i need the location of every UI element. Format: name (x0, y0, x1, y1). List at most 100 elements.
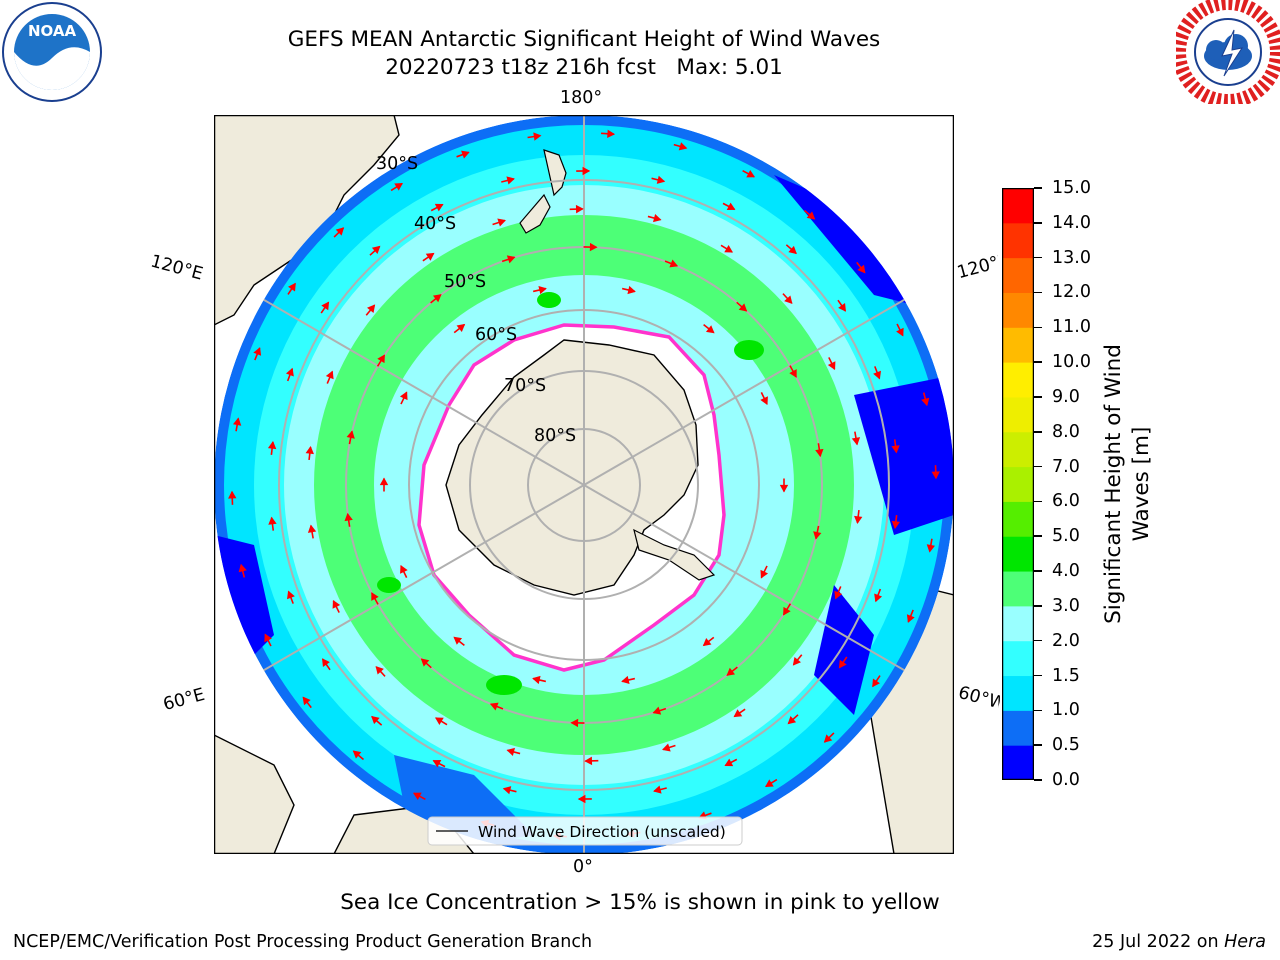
wave-direction-arrowhead (432, 294, 442, 303)
wave-direction-arrowhead (371, 245, 381, 255)
noaa-logo: NOAA (2, 2, 102, 102)
wave-direction-arrowhead (352, 750, 362, 759)
wave-direction-arrowhead (399, 391, 408, 401)
wave-direction-arrowhead (789, 369, 797, 378)
polar-map: 30°S 40°S 50°S 60°S 70°S 80°S Wind Wave … (214, 115, 954, 854)
wave-direction-arrowhead (506, 176, 515, 185)
wave-direction-arrowhead (726, 202, 736, 211)
colorbar-tick-mark (1034, 570, 1042, 572)
wave-direction-arrowhead (627, 285, 636, 295)
wave-direction-arrowhead (502, 786, 512, 795)
wave-direction-arrowhead (570, 718, 579, 728)
wave-direction-arrowhead (788, 245, 797, 255)
colorbar-segment (1002, 327, 1034, 363)
wave-direction-arrowhead (268, 516, 277, 525)
colorbar-tick-label: 3.0 (1052, 595, 1080, 616)
colorbar-segment (1002, 396, 1034, 433)
wave-direction-arrowhead (857, 264, 866, 274)
colorbar-tick-mark (1034, 709, 1042, 712)
wave-direction-arrowhead (702, 637, 712, 647)
wave-direction-arrowhead (584, 756, 593, 766)
wave-direction-arrowhead (834, 590, 843, 600)
wave-direction-arrowhead (705, 325, 715, 334)
colorbar-segment (1002, 501, 1034, 537)
colorbar-tick-label: 4.0 (1052, 561, 1080, 582)
wave-direction-arrowhead (931, 471, 940, 480)
colorbar-tick-label: 12.0 (1052, 282, 1091, 303)
wave-direction-arrowhead (838, 303, 846, 312)
colorbar-segment (1002, 362, 1034, 398)
svg-text:NOAA: NOAA (28, 22, 77, 40)
wave-direction-arrowhead (371, 715, 380, 725)
wave-direction-arrowhead (344, 512, 353, 522)
colorbar-segment (1002, 431, 1034, 468)
colorbar-tick-mark (1034, 744, 1042, 746)
wave-direction-arrowhead (653, 213, 662, 223)
colorbar-tick-mark (1034, 605, 1042, 607)
wave-direction-arrowhead (489, 702, 499, 711)
colorbar-tick-label: 15.0 (1052, 178, 1091, 198)
wave-direction-arrowhead (420, 658, 430, 667)
colorbar-tick-mark (1034, 431, 1042, 433)
colorbar-segment (1002, 675, 1034, 711)
lat-label-50s: 50°S (444, 272, 486, 292)
sea-ice-note: Sea Ice Concentration > 15% is shown in … (340, 890, 940, 915)
wave-direction-arrowhead (851, 437, 861, 446)
wave-direction-arrowhead (377, 354, 385, 364)
lat-label-40s: 40°S (414, 214, 456, 234)
wave-direction-arrowhead (906, 614, 915, 623)
wave-direction-arrowhead (806, 211, 816, 220)
lat-label-70s: 70°S (504, 376, 546, 396)
colorbar-segment (1002, 605, 1034, 642)
wave-direction-arrowhead (412, 792, 422, 801)
colorbar-tick-mark (1034, 396, 1042, 398)
colorbar-tick-label: 2.0 (1052, 630, 1080, 651)
wave-direction-arrowhead (367, 304, 376, 314)
wave-direction-arrowhead (394, 183, 404, 191)
colorbar-segment (1002, 536, 1034, 572)
colorbar-tick-mark (1034, 361, 1042, 363)
wave-direction-arrowhead (726, 667, 736, 676)
colorbar-tick-label: 1.5 (1052, 665, 1080, 686)
wave-direction-arrowhead (787, 715, 797, 725)
wave-direction-arrowhead (760, 569, 769, 579)
wave-direction-arrowhead (264, 633, 272, 643)
lat-label-30s: 30°S (376, 154, 418, 174)
wave-direction-arrowhead (307, 524, 317, 533)
wave-direction-arrowhead (926, 544, 935, 553)
wave-direction-arrowhead (533, 132, 542, 141)
wave-direction-arrowhead (461, 150, 470, 159)
wave-direction-arrowhead (322, 658, 330, 667)
lon-label-120e: 120°E (148, 251, 205, 285)
wave-direction-arrowhead (302, 696, 311, 706)
colorbar (1002, 188, 1034, 780)
colorbar-segment (1002, 188, 1034, 224)
wave-direction-arrowhead (738, 303, 748, 312)
lon-label-0: 0° (573, 857, 593, 877)
wave-direction-arrowhead (400, 564, 408, 574)
wave-direction-arrowhead (285, 367, 294, 377)
wave-direction-arrowhead (335, 227, 345, 236)
footer-date-text: 25 Jul 2022 on (1092, 932, 1225, 952)
wave-direction-arrowhead (538, 285, 547, 295)
map-subtitle: 20220723 t18z 216h fcst Max: 5.01 (385, 55, 783, 80)
wave-direction-arrowhead (792, 656, 801, 666)
wave-direction-arrowhead (652, 706, 662, 715)
colorbar-tick-mark (1034, 222, 1042, 224)
wave-direction-arrowhead (827, 361, 836, 371)
wave-direction-arrowhead (589, 242, 598, 252)
wave-direction-arrowhead (656, 175, 666, 184)
wave-direction-arrowhead (724, 245, 734, 253)
wave-direction-arrowhead (764, 779, 774, 787)
wave-direction-arrowhead (453, 636, 463, 645)
wave-direction-arrowhead (582, 166, 591, 176)
wave-direction-arrowhead (267, 440, 277, 450)
wave-direction-arrowhead (783, 606, 791, 616)
wave-direction-arrowhead (371, 592, 379, 601)
lat-label-60s: 60°S (475, 325, 517, 345)
wave-direction-arrowhead (733, 709, 743, 718)
wave-direction-arrowhead (669, 259, 679, 268)
wave-direction-arrowhead (305, 446, 314, 455)
lat-labels: 30°S 40°S 50°S 60°S 70°S 80°S (376, 154, 576, 446)
map-legend: Wind Wave Direction (unscaled) (427, 816, 743, 846)
